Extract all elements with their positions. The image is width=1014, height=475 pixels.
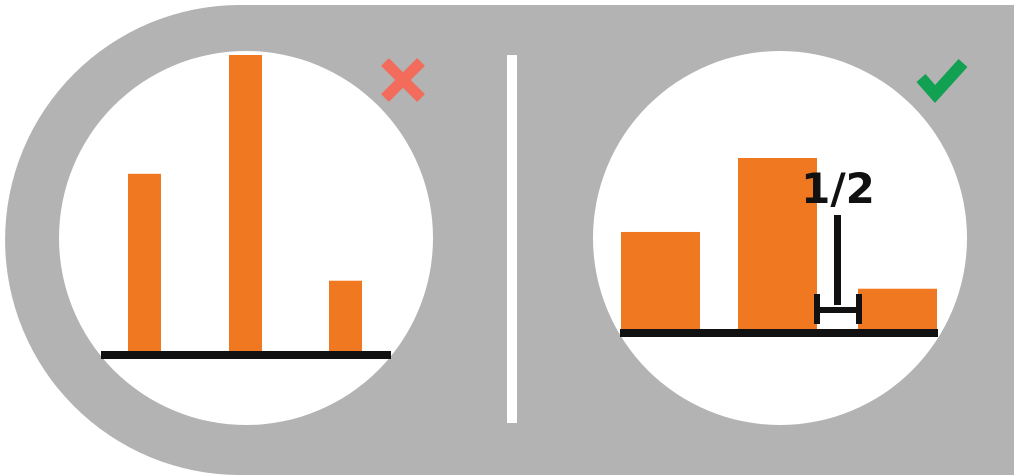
right-example-bar-3	[858, 289, 937, 330]
gap-measure-bar	[817, 307, 859, 313]
wrong-example-bar-3	[329, 281, 362, 352]
gap-measure-left-cap	[814, 294, 820, 324]
gap-label: 1/2	[801, 164, 875, 213]
wrong-example-bar-2	[229, 55, 262, 352]
wrong-example-bar-1	[128, 174, 161, 352]
gap-measure-right-cap	[856, 294, 862, 324]
right-example-bar-1	[621, 232, 700, 330]
gap-measure-stem	[834, 215, 841, 305]
wrong-example	[59, 51, 433, 425]
divider	[507, 55, 517, 423]
wrong-example-baseline	[101, 351, 391, 359]
right-example: 1/2	[593, 51, 967, 425]
right-example-baseline	[620, 329, 938, 337]
